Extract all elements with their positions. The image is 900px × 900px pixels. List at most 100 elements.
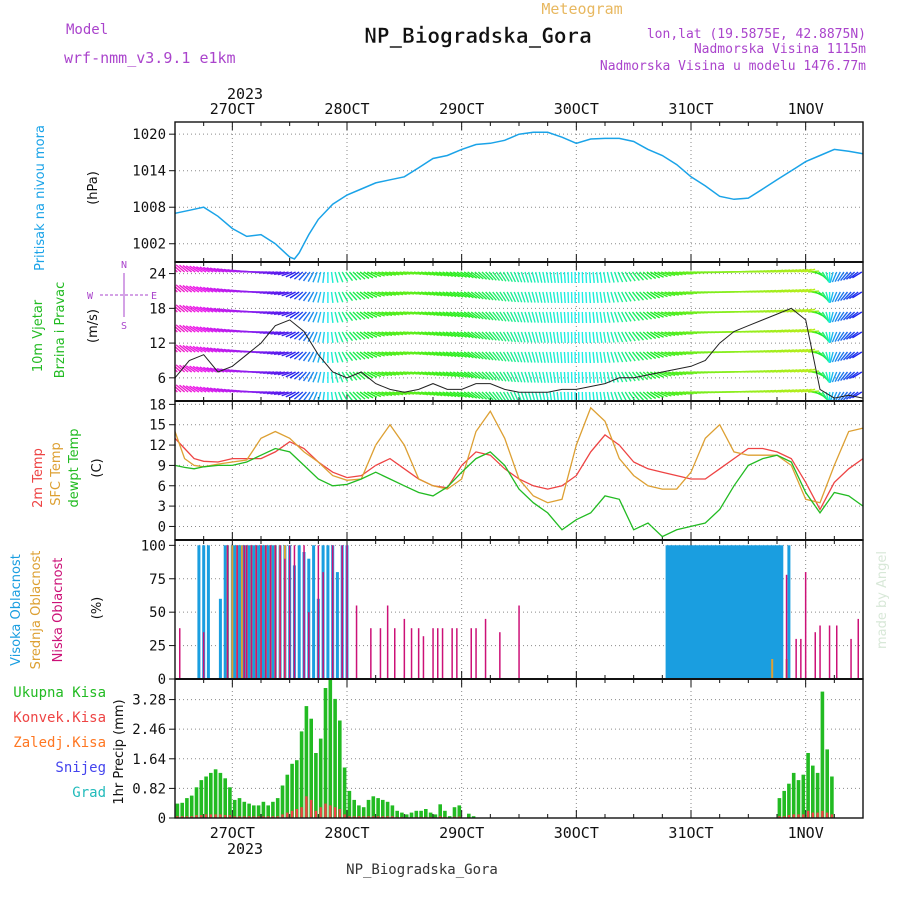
location-coordinates: lon,lat (19.5875E, 42.8875N) <box>647 27 866 42</box>
wind-barb <box>628 271 636 282</box>
wind-barb <box>452 391 464 398</box>
high-cloud-bar <box>732 545 736 679</box>
low-cloud-bar <box>470 628 472 679</box>
wind-barb <box>307 351 315 362</box>
wind-barb <box>599 331 603 344</box>
wind-barb <box>842 271 852 281</box>
precip-total-bar <box>400 812 404 818</box>
wind-barb <box>842 351 852 361</box>
wind-barb <box>848 371 859 380</box>
wind-barb <box>345 371 354 382</box>
y-tick-label: 1014 <box>132 164 166 180</box>
wind-barb <box>642 271 653 280</box>
wind-barb <box>825 311 830 323</box>
precip-conv-bar <box>295 809 298 818</box>
precip-conv-bar <box>811 812 814 818</box>
wind-barb <box>613 271 619 283</box>
wind-barb <box>664 331 676 337</box>
high-cloud-bar <box>758 545 762 679</box>
temp-label-dewpt: dewpt Temp <box>67 428 82 507</box>
wind-barb <box>852 391 863 399</box>
wind-barb <box>352 311 362 321</box>
wind-barb <box>467 391 478 399</box>
wind-barb <box>431 311 443 317</box>
wind-barb <box>481 291 491 301</box>
wind-barb <box>348 291 358 301</box>
wind-barb <box>175 304 186 313</box>
cloud-label-high: Visoka Oblacnost <box>9 554 24 666</box>
precip-conv-bar <box>792 814 795 818</box>
wind-barb <box>467 311 478 319</box>
wind-barb <box>388 371 400 376</box>
low-cloud-bar <box>341 545 343 679</box>
top-day-label: 28OCT <box>324 100 369 118</box>
y-tick-label: 75 <box>149 572 166 588</box>
wind-barb <box>603 311 607 323</box>
wind-barb <box>535 371 540 383</box>
wind-barb <box>804 368 816 373</box>
precip-conv-bar <box>200 815 203 818</box>
wind-barb <box>502 331 510 342</box>
wind-barb <box>175 345 182 353</box>
top-day-label: 1NOV <box>788 100 824 118</box>
precip-conv-bar <box>238 816 241 818</box>
wind-barb <box>793 348 805 353</box>
wind-barb <box>302 291 311 302</box>
wind-barb <box>837 311 845 322</box>
wind-barb <box>399 391 411 395</box>
precip-total-bar <box>333 698 337 818</box>
precip-legend-total: Ukupna Kisa <box>13 685 106 701</box>
precip-total-bar <box>213 769 218 818</box>
wind-barb <box>424 351 436 356</box>
wind-barb <box>341 331 349 342</box>
high-cloud-bar <box>711 545 714 679</box>
wind-barb <box>603 271 607 283</box>
low-cloud-bar <box>451 628 453 679</box>
wind-barb <box>560 291 563 304</box>
wind-barb <box>317 311 322 323</box>
wind-barb <box>277 271 289 276</box>
wind-barb <box>189 325 200 333</box>
wind-barb <box>293 351 304 360</box>
precip-total-bar <box>366 799 371 818</box>
wind-barb <box>556 371 560 383</box>
wind-barb <box>477 271 488 280</box>
high-cloud-bar <box>672 545 676 679</box>
wind-barb <box>293 271 304 280</box>
wind-barb <box>621 351 628 363</box>
precip-conv-bar <box>343 814 346 818</box>
wind-barb <box>842 311 852 321</box>
wind-barb <box>635 291 645 301</box>
precip-total-bar <box>204 776 208 818</box>
wind-barb <box>495 311 504 322</box>
wind-barb <box>603 291 607 303</box>
wind-barb <box>588 371 592 384</box>
wind-barb <box>384 311 397 316</box>
high-cloud-bar <box>257 545 261 679</box>
wind-barb <box>312 311 318 323</box>
precip-total-bar <box>185 798 189 818</box>
wind-barb <box>337 291 344 303</box>
wind-barb <box>281 351 293 357</box>
wind-barb <box>800 328 812 333</box>
wind-barb <box>678 371 690 375</box>
wind-barb <box>642 311 653 320</box>
wind-barb <box>804 308 816 313</box>
wind-barb <box>388 291 400 296</box>
wind-barb <box>513 371 520 383</box>
wind-barb <box>399 311 411 315</box>
wind-barb <box>524 291 530 303</box>
wind-barb <box>460 391 471 399</box>
wind-barb <box>552 371 556 384</box>
high-cloud-bar <box>326 545 330 679</box>
y-tick-label: 0.82 <box>132 781 166 797</box>
wind-barb <box>196 306 207 313</box>
precip-conv-bar <box>806 810 810 818</box>
wind-barb <box>531 351 536 363</box>
compass-label: W <box>87 291 94 302</box>
wind-barb <box>509 371 517 383</box>
wind-barb <box>175 385 182 393</box>
wind-barb <box>513 291 520 303</box>
wind-barb <box>821 351 829 362</box>
wind-barb <box>538 311 543 323</box>
